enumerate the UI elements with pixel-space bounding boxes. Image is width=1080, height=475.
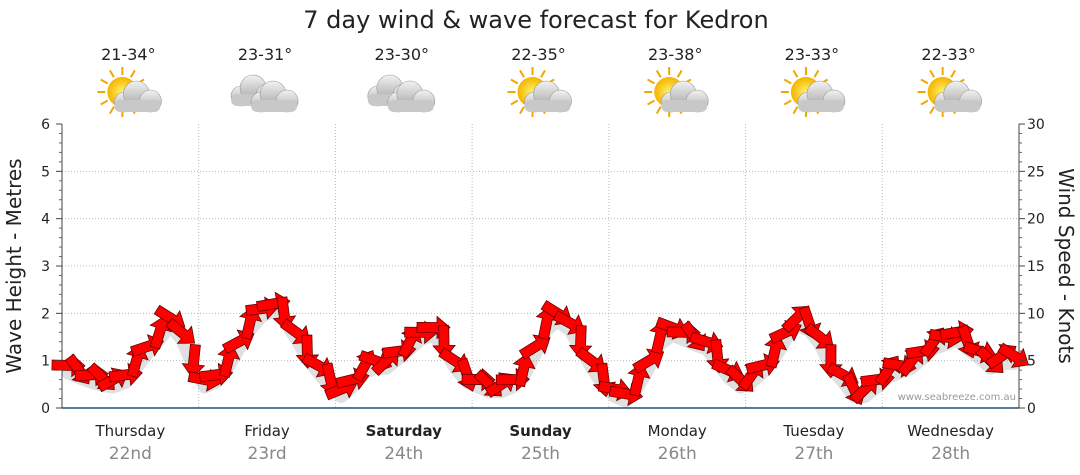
cloud-base: [524, 100, 571, 112]
right-tick-label: 10: [1027, 306, 1045, 322]
sun-ray: [929, 69, 936, 78]
sun-ray: [655, 69, 662, 78]
watermark: www.seabreeze.com.au: [898, 392, 1016, 403]
left-tick-label: 1: [41, 354, 50, 370]
sun-ray: [540, 69, 546, 78]
daily-temp-range: 23-31°: [238, 45, 293, 64]
wind-arrow: [518, 334, 551, 360]
sun-ray: [813, 69, 820, 78]
wind-arrow: [803, 322, 834, 349]
cloud-base: [251, 100, 298, 112]
sun-ray: [929, 106, 936, 115]
sun-ray: [783, 78, 792, 85]
left-axis-ticks: 0 1 2 3 4 5 6: [41, 117, 62, 417]
sun-ray: [510, 78, 519, 85]
partly-cloudy-icon: [780, 67, 846, 117]
sun-ray: [510, 99, 519, 106]
day-name-label: Saturday: [366, 422, 443, 440]
wind-arrow: [997, 342, 1030, 368]
wind-arrow: [432, 325, 456, 360]
day-name-label: Wednesday: [907, 422, 994, 440]
day-name-label: Tuesday: [782, 422, 844, 440]
grid-lines: [61, 124, 1020, 409]
sun-ray: [100, 99, 109, 106]
wind-arrow: [217, 343, 241, 378]
partly-cloudy-icon: [917, 67, 982, 117]
day-name-label: Monday: [648, 422, 707, 440]
left-tick-label: 2: [41, 306, 50, 322]
right-tick-label: 15: [1027, 259, 1045, 275]
right-tick-label: 0: [1027, 401, 1036, 417]
cloudy-icon: [230, 74, 299, 113]
day-date-label: 27th: [794, 444, 833, 464]
wind-arrow: [627, 362, 651, 397]
left-tick-label: 0: [41, 401, 50, 417]
day-name-label: Thursday: [94, 422, 165, 440]
left-axis-label: Wave Height - Metres: [2, 158, 26, 373]
day-date-label: 22nd: [109, 444, 152, 464]
day-name-label: Sunday: [509, 422, 572, 440]
sun-ray: [108, 69, 115, 78]
sun-ray: [676, 69, 683, 78]
sun-ray: [108, 106, 115, 115]
partly-cloudy-icon: [644, 67, 709, 117]
sun-ray: [792, 69, 799, 78]
sun-ray: [129, 69, 136, 78]
right-tick-label: 5: [1027, 354, 1036, 370]
sun-ray: [519, 69, 525, 78]
daily-temp-range: 21-34°: [101, 45, 156, 64]
wind-arrow: [632, 348, 665, 374]
wind-arrow: [764, 334, 788, 369]
sun-ray: [647, 78, 655, 85]
day-date-label: 23rd: [248, 444, 287, 464]
daily-temp-range: 22-33°: [921, 45, 976, 64]
day-name-label: Friday: [244, 422, 290, 440]
day-date-label: 28th: [931, 444, 970, 464]
right-axis-ticks: 0 5 10 15 20 25 30: [1019, 117, 1045, 417]
left-tick-label: 5: [41, 164, 50, 180]
sun-ray: [950, 69, 957, 78]
left-tick-label: 4: [41, 212, 50, 228]
sun-ray: [647, 99, 655, 106]
cloud-base: [797, 100, 844, 112]
right-axis-label: Wind Speed - Knots: [1054, 168, 1078, 364]
cloud-base: [934, 100, 981, 112]
daily-temp-range: 23-30°: [375, 45, 430, 64]
right-tick-label: 30: [1027, 117, 1045, 133]
cloud-base: [661, 100, 708, 112]
day-date-label: 25th: [521, 444, 560, 464]
sun-ray: [920, 78, 929, 85]
sun-ray: [792, 106, 799, 115]
day-date-label: 24th: [384, 444, 423, 464]
left-tick-label: 6: [41, 117, 50, 133]
wind-arrow: [181, 343, 206, 379]
daily-weather-header: 21-34° 23-31° 23-30° 22-35° 23-38° 23-33° 22-3…: [97, 45, 982, 117]
day-date-label: 26th: [658, 444, 697, 464]
cloud-base: [114, 100, 161, 112]
sun-ray: [655, 106, 662, 115]
partly-cloudy-icon: [507, 67, 572, 117]
daily-temp-range: 22-35°: [511, 45, 566, 64]
chart-title: 7 day wind & wave forecast for Kedron: [303, 6, 768, 34]
right-tick-label: 25: [1027, 164, 1045, 180]
cloudy-icon: [367, 74, 436, 113]
sun-ray: [519, 106, 525, 115]
daily-temp-range: 23-33°: [785, 45, 840, 64]
sun-ray: [783, 99, 792, 106]
day-labels: Thursday 22nd Friday 23rd Saturday 24th Sunday…: [94, 422, 994, 464]
wind-arrows: [51, 291, 1030, 407]
right-tick-label: 20: [1027, 212, 1045, 228]
daily-temp-range: 23-38°: [648, 45, 703, 64]
sun-ray: [920, 99, 929, 106]
cloud-base: [387, 100, 434, 112]
sun-ray: [100, 78, 109, 85]
left-tick-label: 3: [41, 259, 50, 275]
partly-cloudy-icon: [97, 67, 162, 117]
wind-arrow: [512, 352, 536, 388]
wind-arrow: [165, 317, 196, 344]
